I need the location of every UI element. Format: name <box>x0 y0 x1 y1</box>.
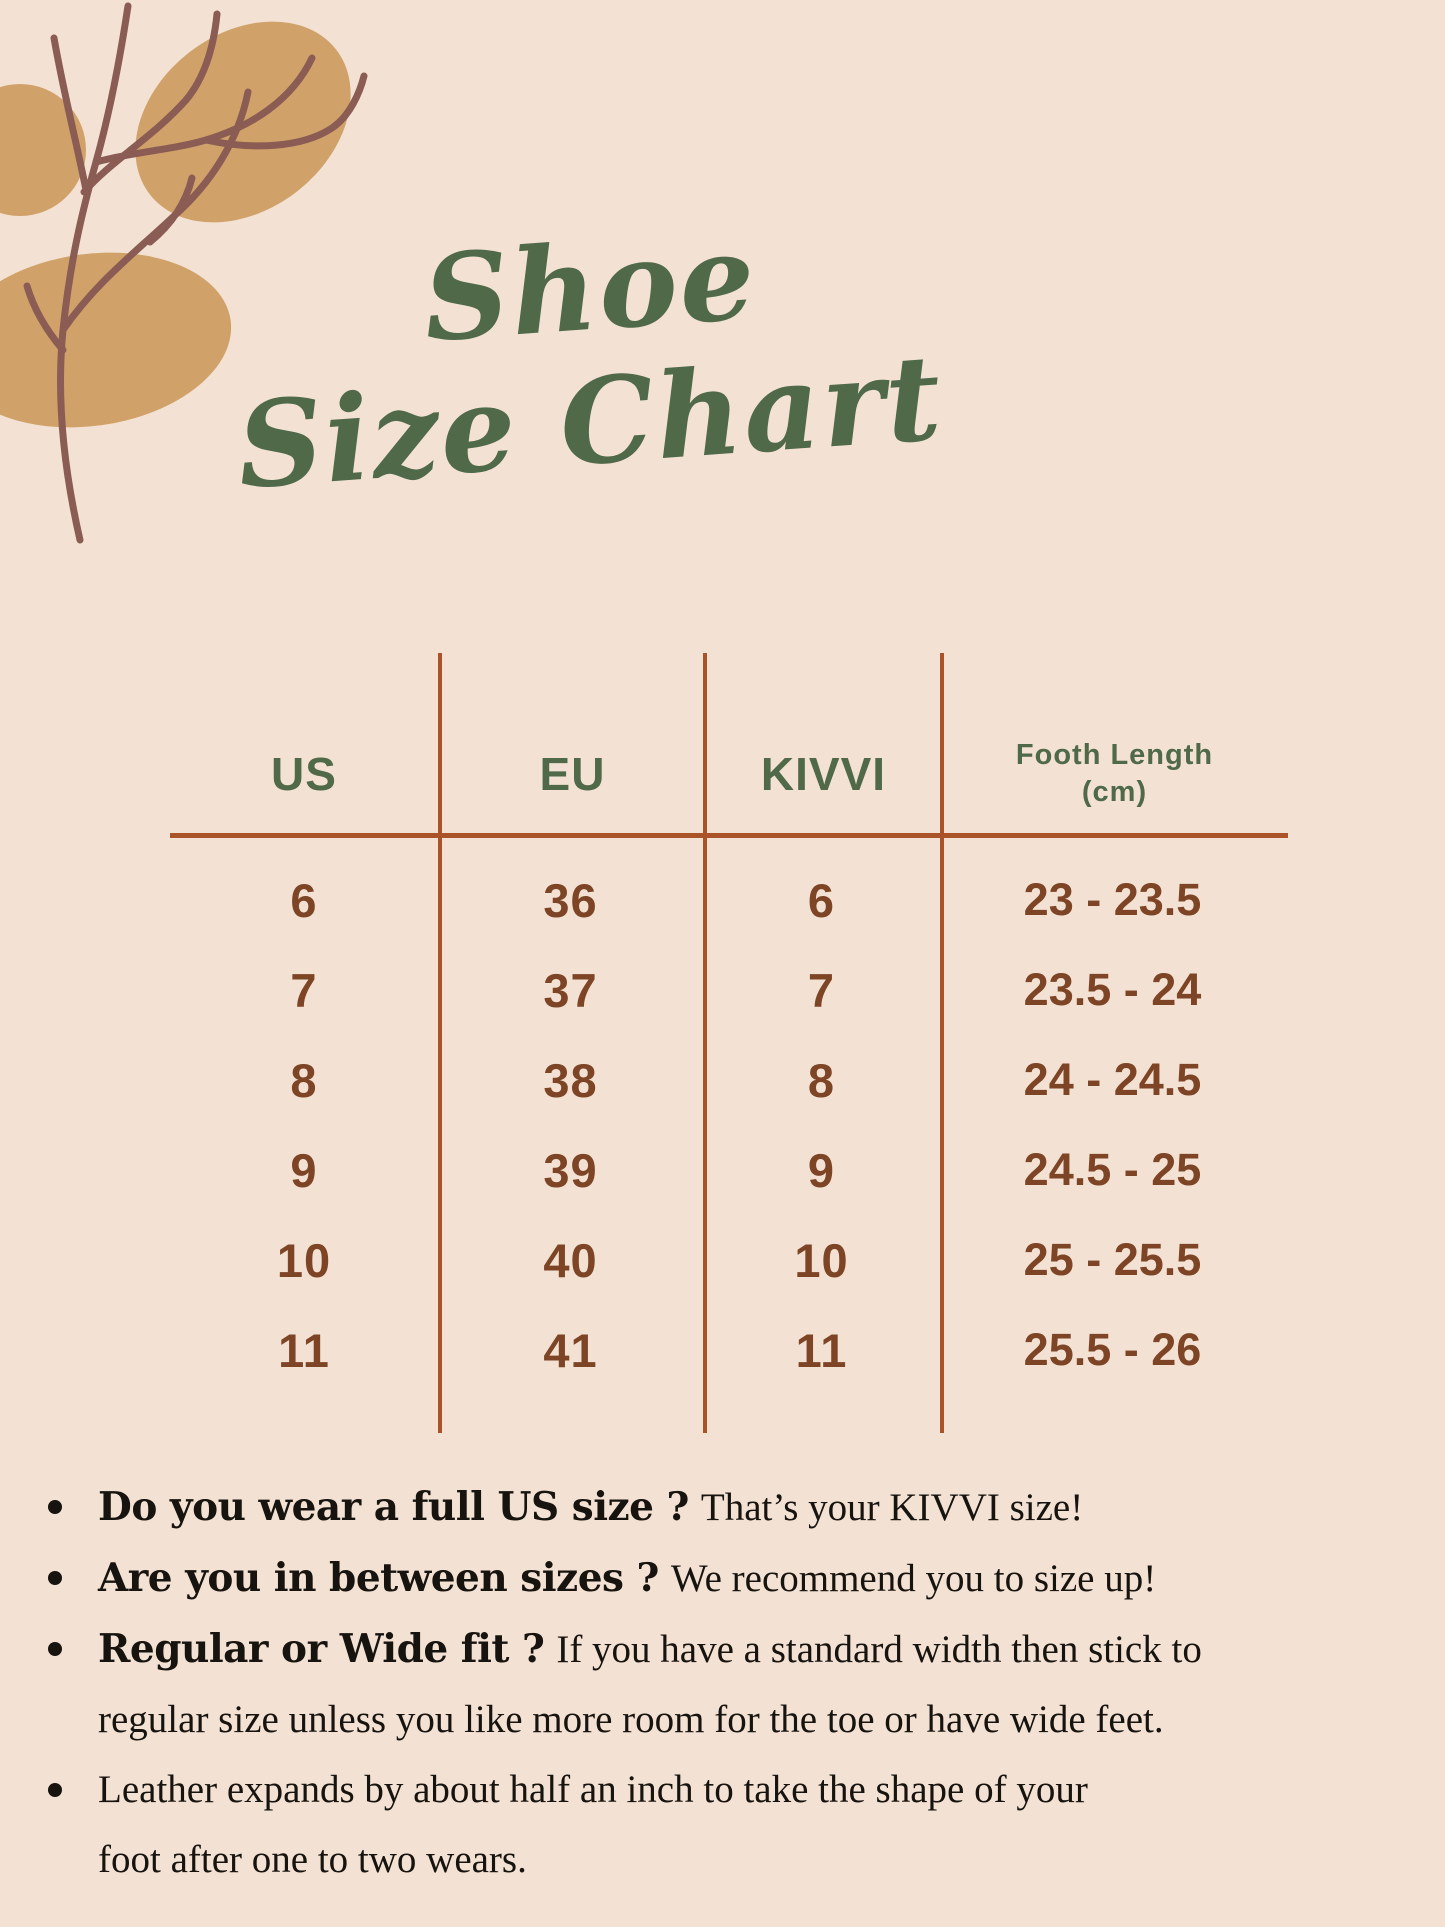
cell-us: 10 <box>276 1233 332 1287</box>
table-row: 10 40 10 25 - 25.5 <box>170 1215 1285 1305</box>
cell-eu: 39 <box>543 1143 598 1197</box>
note-text: That’s your KIVVI size! <box>700 1486 1084 1529</box>
cell-eu: 37 <box>543 963 598 1017</box>
table-divider-vertical-3 <box>940 653 944 1433</box>
list-item: Regular or Wide fit ? If you have a stand… <box>40 1614 1430 1755</box>
sizing-notes-list: Do you wear a full US size ? That’s your … <box>40 1472 1430 1895</box>
cell-foot-length: 23.5 - 24 <box>1023 964 1202 1015</box>
column-header-kivvi: KIVVI <box>760 748 887 800</box>
cell-eu: 41 <box>543 1323 598 1377</box>
bullet-icon <box>48 1500 62 1514</box>
cell-kivvi: 7 <box>807 963 836 1017</box>
table-row: 9 39 9 24.5 - 25 <box>170 1125 1285 1215</box>
cell-us: 8 <box>290 1053 318 1107</box>
table-row: 11 41 11 25.5 - 26 <box>170 1305 1285 1395</box>
cell-us: 6 <box>290 873 318 927</box>
cell-foot-length: 24 - 24.5 <box>1023 1054 1202 1105</box>
corner-botanical-illustration <box>0 2 368 544</box>
column-header-foot-length: Footh Length (cm) <box>944 718 1285 830</box>
cell-foot-length: 25 - 25.5 <box>1023 1234 1202 1285</box>
note-bold-text: Do you wear a full US size ? <box>98 1484 689 1530</box>
bullet-icon <box>48 1642 62 1656</box>
cell-eu: 36 <box>543 873 598 927</box>
table-divider-vertical-2 <box>703 653 707 1433</box>
table-divider-vertical-1 <box>438 653 442 1433</box>
note-text-line2: foot after one to two wears. <box>98 1838 527 1881</box>
table-row: 8 38 8 24 - 24.5 <box>170 1035 1285 1125</box>
cell-kivvi: 9 <box>807 1143 836 1197</box>
table-row: 7 37 7 23.5 - 24 <box>170 945 1285 1035</box>
branch-illustration <box>23 2 368 544</box>
note-text: If you have a standard width then stick … <box>556 1628 1202 1671</box>
note-bold-text: Are you in between sizes ? <box>98 1555 659 1601</box>
cell-us: 9 <box>290 1143 318 1197</box>
column-header-foot-length-line1: Footh Length <box>1015 739 1214 771</box>
note-bold-text: Regular or Wide fit ? <box>98 1626 545 1672</box>
cell-foot-length: 24.5 - 25 <box>1023 1144 1202 1195</box>
cell-kivvi: 10 <box>794 1233 849 1287</box>
list-item: Do you wear a full US size ? That’s your … <box>40 1472 1430 1543</box>
cell-foot-length: 23 - 23.5 <box>1023 874 1202 925</box>
note-text-line2: regular size unless you like more room f… <box>98 1698 1164 1741</box>
cell-kivvi: 11 <box>795 1323 848 1377</box>
cell-us: 7 <box>290 963 318 1017</box>
cell-foot-length: 25.5 - 26 <box>1023 1324 1202 1375</box>
tan-blob-shapes <box>0 21 351 428</box>
table-row: 6 36 6 23 - 23.5 <box>170 855 1285 945</box>
cell-eu: 38 <box>543 1053 598 1107</box>
column-header-eu: EU <box>539 748 606 800</box>
column-header-foot-length-line2: (cm) <box>1081 776 1148 808</box>
bullet-icon <box>48 1783 62 1797</box>
list-item: Are you in between sizes ? We recommend y… <box>40 1543 1430 1614</box>
cell-kivvi: 6 <box>807 873 836 927</box>
note-text: We recommend you to size up! <box>670 1557 1157 1600</box>
column-header-us: US <box>271 748 337 800</box>
cell-us: 11 <box>278 1323 330 1377</box>
note-text: Leather expands by about half an inch to… <box>98 1768 1088 1811</box>
list-item: Leather expands by about half an inch to… <box>40 1755 1430 1895</box>
cell-eu: 40 <box>543 1233 598 1287</box>
bullet-icon <box>48 1571 62 1585</box>
table-header-rule <box>170 833 1288 838</box>
cell-kivvi: 8 <box>807 1053 836 1107</box>
